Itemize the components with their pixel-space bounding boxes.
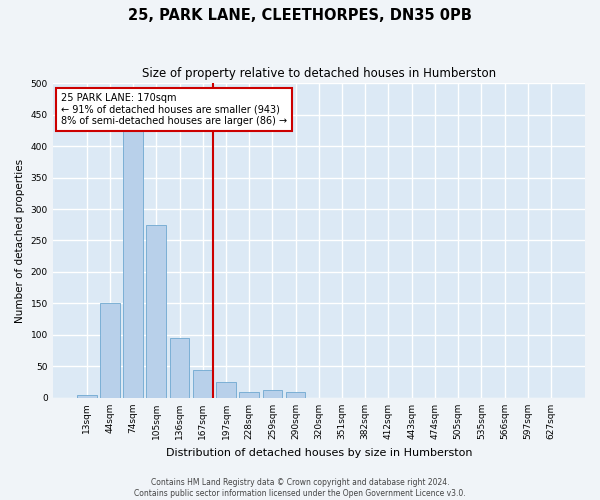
Bar (146, 224, 166, 398)
Bar (286, 392, 305, 398)
Text: 25 PARK LANE: 170sqm
← 91% of detached houses are smaller (943)
8% of semi-detac: 25 PARK LANE: 170sqm ← 91% of detached h… (61, 92, 287, 126)
Bar (77, 395, 97, 398)
Bar (263, 390, 282, 398)
Bar (216, 382, 236, 398)
Text: Contains HM Land Registry data © Crown copyright and database right 2024.
Contai: Contains HM Land Registry data © Crown c… (134, 478, 466, 498)
Bar (170, 338, 190, 398)
X-axis label: Distribution of detached houses by size in Humberston: Distribution of detached houses by size … (166, 448, 472, 458)
Bar (193, 370, 212, 398)
Bar (100, 304, 120, 398)
Bar (239, 392, 259, 398)
Bar (123, 130, 143, 398)
Text: 25, PARK LANE, CLEETHORPES, DN35 0PB: 25, PARK LANE, CLEETHORPES, DN35 0PB (128, 8, 472, 22)
Y-axis label: Number of detached properties: Number of detached properties (15, 158, 25, 322)
Title: Size of property relative to detached houses in Humberston: Size of property relative to detached ho… (142, 68, 496, 80)
